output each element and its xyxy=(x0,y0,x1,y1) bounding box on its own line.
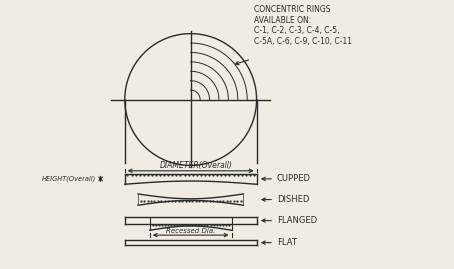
Text: DIAMETER(Overall): DIAMETER(Overall) xyxy=(160,161,232,170)
Text: DISHED: DISHED xyxy=(277,195,309,204)
Text: CONCENTRIC RINGS
AVAILABLE ON:
C-1, C-2, C-3, C-4, C-5,
C-5A, C-6, C-9, C-10, C-: CONCENTRIC RINGS AVAILABLE ON: C-1, C-2,… xyxy=(254,5,352,45)
Text: HEIGHT(Overall): HEIGHT(Overall) xyxy=(42,175,97,182)
Text: CUPPED: CUPPED xyxy=(277,174,311,183)
Text: FLAT: FLAT xyxy=(277,238,296,247)
Text: FLANGED: FLANGED xyxy=(277,216,317,225)
Text: Recessed Dia.: Recessed Dia. xyxy=(166,228,215,234)
